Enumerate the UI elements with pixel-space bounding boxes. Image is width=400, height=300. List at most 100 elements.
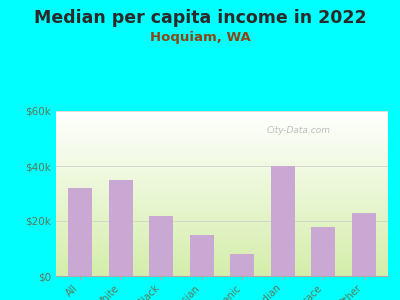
Bar — [56, 134, 388, 136]
Bar — [56, 274, 388, 276]
Bar — [56, 116, 388, 118]
Bar — [56, 146, 388, 147]
Bar — [56, 254, 388, 256]
Bar — [56, 164, 388, 165]
Bar — [270, 166, 295, 276]
Bar — [56, 114, 388, 116]
Bar — [56, 111, 388, 112]
Bar — [56, 131, 388, 132]
Bar — [56, 202, 388, 203]
Bar — [56, 188, 388, 190]
Bar — [56, 178, 388, 180]
Bar — [56, 169, 388, 170]
Bar — [56, 268, 388, 269]
Bar — [56, 246, 388, 248]
Bar — [56, 273, 388, 274]
Bar — [56, 124, 388, 126]
Bar — [230, 254, 254, 276]
Bar — [56, 136, 388, 137]
Bar — [56, 226, 388, 228]
Bar — [56, 170, 388, 172]
Bar — [56, 251, 388, 253]
Bar — [56, 165, 388, 167]
Bar — [56, 195, 388, 197]
Bar — [56, 129, 388, 131]
Bar — [56, 155, 388, 157]
Bar — [56, 213, 388, 215]
Bar — [56, 132, 388, 134]
Text: Hoquiam, WA: Hoquiam, WA — [150, 32, 250, 44]
Bar — [56, 199, 388, 200]
Bar — [149, 215, 174, 276]
Bar — [56, 167, 388, 169]
Bar — [56, 263, 388, 265]
Bar — [56, 180, 388, 182]
Bar — [56, 266, 388, 268]
Bar — [352, 213, 376, 276]
Bar — [56, 175, 388, 177]
Bar — [56, 245, 388, 246]
Bar — [56, 220, 388, 221]
Bar — [56, 232, 388, 233]
Bar — [56, 218, 388, 220]
Bar — [56, 238, 388, 240]
Bar — [56, 139, 388, 141]
Bar — [56, 177, 388, 178]
Bar — [56, 253, 388, 254]
Bar — [56, 208, 388, 210]
Bar — [56, 122, 388, 124]
Bar — [56, 144, 388, 146]
Bar — [56, 240, 388, 241]
Bar — [56, 261, 388, 263]
Bar — [56, 250, 388, 251]
Text: Median per capita income in 2022: Median per capita income in 2022 — [34, 9, 366, 27]
Bar — [56, 187, 388, 188]
Bar — [56, 151, 388, 152]
Bar — [56, 210, 388, 212]
Bar — [56, 119, 388, 121]
Bar — [56, 157, 388, 159]
Bar — [56, 271, 388, 273]
Bar — [56, 190, 388, 192]
Bar — [56, 256, 388, 258]
Bar — [56, 269, 388, 271]
Bar — [109, 180, 133, 276]
Bar — [56, 128, 388, 129]
Bar — [56, 172, 388, 174]
Bar — [311, 226, 335, 276]
Bar — [56, 159, 388, 160]
Bar — [56, 217, 388, 218]
Bar — [56, 174, 388, 175]
Bar — [56, 126, 388, 127]
Bar — [56, 162, 388, 164]
Bar — [56, 260, 388, 261]
Bar — [56, 215, 388, 217]
Bar — [190, 235, 214, 276]
Bar — [56, 147, 388, 149]
Bar — [56, 235, 388, 236]
Bar — [56, 141, 388, 142]
Bar — [56, 121, 388, 122]
Bar — [56, 258, 388, 260]
Bar — [56, 236, 388, 238]
Bar — [56, 265, 388, 266]
Bar — [56, 248, 388, 250]
Bar — [56, 149, 388, 151]
Bar — [56, 142, 388, 144]
Bar — [68, 188, 92, 276]
Bar — [56, 118, 388, 119]
Bar — [56, 185, 388, 187]
Bar — [56, 152, 388, 154]
Bar — [56, 207, 388, 208]
Bar — [56, 197, 388, 199]
Bar — [56, 212, 388, 213]
Bar — [56, 154, 388, 155]
Bar — [56, 205, 388, 207]
Bar — [56, 182, 388, 184]
Bar — [56, 221, 388, 223]
Bar — [56, 194, 388, 195]
Bar — [56, 200, 388, 202]
Bar — [56, 241, 388, 243]
Bar — [56, 230, 388, 232]
Bar — [56, 228, 388, 230]
